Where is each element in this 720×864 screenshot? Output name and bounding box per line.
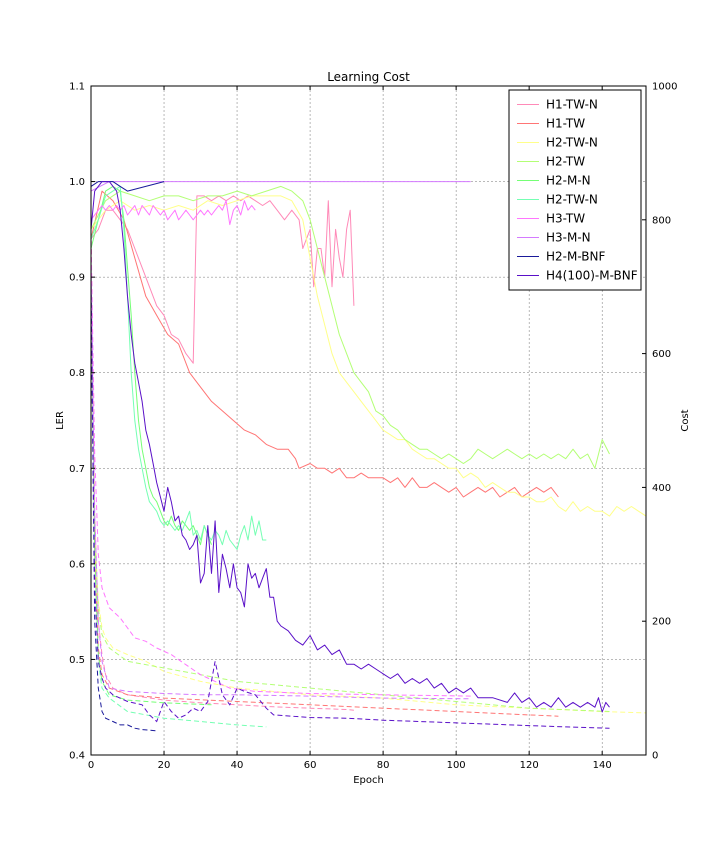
legend-label: H3-TW [546, 212, 585, 226]
series-line-cost-h2-m-bnf [90, 286, 157, 732]
x-tick-label: 60 [304, 760, 317, 771]
y2-tick-label: 600 [652, 349, 671, 360]
y2-tick-label: 400 [652, 483, 671, 494]
legend-label: H3-M-N [546, 231, 591, 245]
series-line-ler-h3-tw [90, 200, 256, 226]
legend-label: H2-M-N [546, 174, 591, 188]
series-line-cost-h3-tw [90, 233, 471, 697]
secondary-y-axis-title: Cost [680, 409, 691, 431]
y-tick-label: 0.5 [69, 655, 85, 666]
legend-label: H2-TW [546, 155, 585, 169]
series-line-ler-h2-tw [90, 185, 610, 469]
series-line-cost-h1-tw-n [90, 233, 354, 711]
series-line-ler-h2-m-n [90, 185, 212, 546]
x-tick-label: 120 [520, 760, 539, 771]
chart-title: Learning Cost [327, 70, 410, 84]
y-tick-label: 0.8 [69, 368, 85, 379]
x-tick-label: 20 [158, 760, 171, 771]
y-tick-label: 0.9 [69, 273, 85, 284]
series-line-ler-h2-tw-n [90, 185, 267, 550]
series-line-cost-h3-m-n [90, 259, 471, 700]
x-tick-label: 80 [377, 760, 390, 771]
y2-tick-label: 1000 [652, 82, 677, 93]
legend-label: H2-M-BNF [546, 250, 605, 264]
series-line-ler-h2-m-bnf [90, 181, 165, 192]
legend-label: H1-TW-N [546, 98, 598, 112]
series-line-ler-h4-100-m-bnf [90, 181, 610, 713]
x-tick-label: 100 [447, 760, 466, 771]
series-line-ler-h2-tw-n [90, 195, 647, 517]
y2-tick-label: 0 [652, 751, 658, 762]
legend: H1-TW-N H1-TW H2-TW-N H2-TW H2-M-N H2-TW-N H3-… [508, 89, 642, 291]
x-tick-label: 40 [231, 760, 244, 771]
y-tick-label: 0.6 [69, 559, 85, 570]
legend-label: H1-TW [546, 117, 585, 131]
series-line-ler-h3-m-n [90, 181, 471, 192]
x-tick-label: 0 [88, 760, 94, 771]
series-line-cost-h4-100-m-bnf [90, 286, 610, 729]
x-axis-title: Epoch [353, 775, 384, 786]
series-line-cost-h2-tw-n [90, 286, 267, 728]
series-lines [90, 181, 647, 732]
series-line-cost-h2-m-n [90, 259, 212, 706]
legend-label: H2-TW-N [546, 193, 598, 207]
y2-tick-label: 800 [652, 215, 671, 226]
y-tick-label: 1.1 [69, 82, 85, 93]
y2-tick-label: 200 [652, 617, 671, 628]
y-axis-title: LER [55, 411, 66, 430]
legend-label: H2-TW-N [546, 136, 598, 150]
y-tick-label: 0.4 [69, 751, 85, 762]
y-tick-label: 1.0 [69, 177, 85, 188]
series-line-cost-h2-tw-n [90, 286, 647, 714]
series-line-cost-h1-tw [90, 233, 559, 717]
legend-label: H4(100)-M-BNF [546, 269, 638, 283]
series-line-cost-h2-tw [90, 273, 610, 712]
x-tick-label: 140 [593, 760, 612, 771]
plot-frame [90, 85, 647, 756]
y-tick-label: 0.7 [69, 464, 85, 475]
series-line-ler-h1-tw [90, 190, 559, 498]
axis-ticks: 0 20 40 60 80 100 120 140 0.4 0.5 0.6 0.7 0.8 0.9 1.0 1… [69, 82, 677, 772]
